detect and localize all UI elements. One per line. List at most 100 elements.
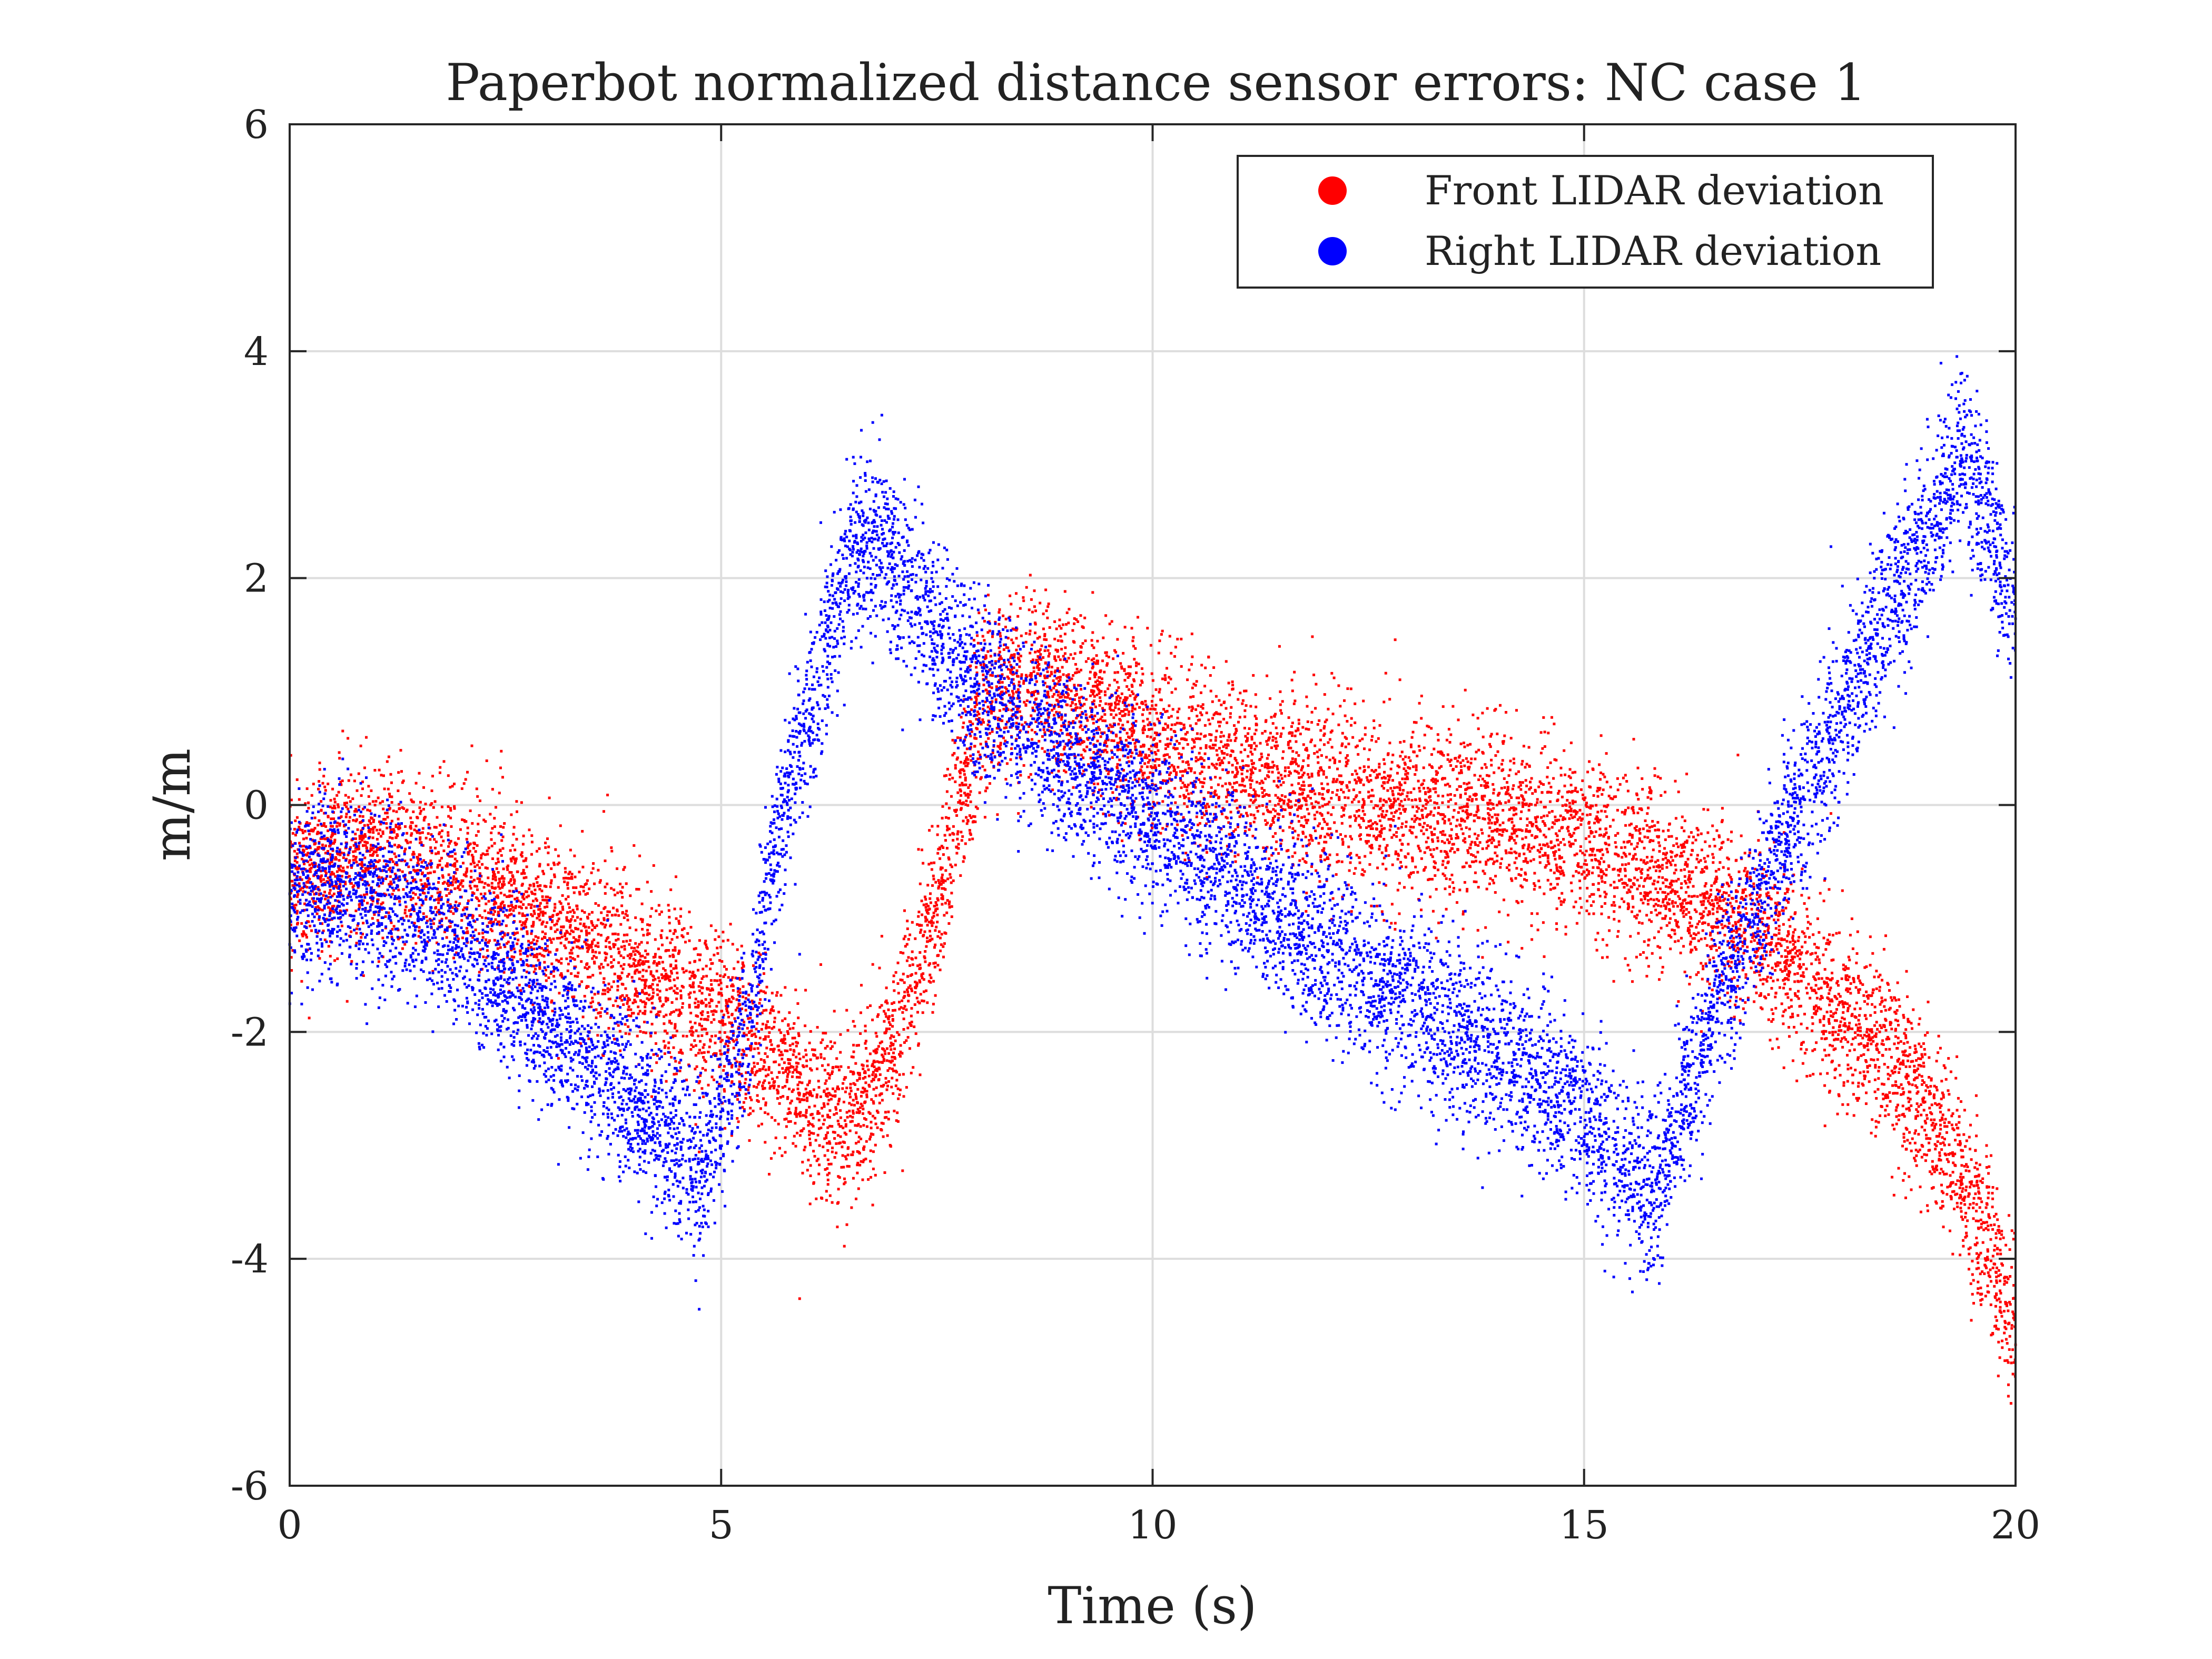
data-point — [962, 860, 965, 863]
data-point — [1378, 766, 1380, 768]
data-point — [1416, 817, 1418, 819]
data-point — [736, 999, 738, 1001]
data-point — [1448, 819, 1450, 822]
data-point — [461, 818, 463, 821]
data-point — [769, 1085, 772, 1088]
data-point — [1684, 971, 1686, 973]
data-point — [335, 794, 338, 797]
data-point — [1090, 806, 1093, 808]
data-point — [1870, 1058, 1872, 1061]
data-point — [1711, 825, 1714, 827]
data-point — [1437, 806, 1440, 809]
data-point — [528, 828, 531, 831]
data-point — [1956, 1179, 1959, 1182]
data-point — [1964, 1189, 1967, 1192]
data-point — [1336, 794, 1338, 796]
data-point — [1837, 984, 1840, 986]
data-point — [1308, 728, 1310, 730]
data-point — [1996, 1218, 1999, 1221]
data-point — [750, 1099, 753, 1101]
data-point — [661, 944, 664, 946]
data-point — [519, 920, 521, 923]
data-point — [1222, 745, 1225, 748]
data-point — [576, 916, 579, 919]
data-point — [1862, 1053, 1865, 1056]
data-point — [1193, 772, 1196, 774]
data-point — [1574, 839, 1577, 842]
data-point — [617, 961, 620, 964]
data-point — [1519, 874, 1522, 877]
data-point — [801, 1161, 804, 1163]
data-point — [834, 1094, 836, 1097]
data-point — [1858, 1082, 1860, 1084]
data-point — [1266, 757, 1269, 760]
data-point — [1287, 766, 1290, 769]
data-point — [1077, 684, 1080, 687]
data-point — [1872, 1059, 1875, 1061]
data-point — [1653, 936, 1656, 939]
data-point — [891, 1025, 894, 1028]
data-point — [1617, 788, 1619, 791]
data-point — [793, 1050, 795, 1053]
data-point — [651, 1023, 654, 1025]
data-point — [546, 921, 548, 924]
data-point — [404, 848, 407, 851]
data-point — [1446, 739, 1448, 742]
data-point — [1164, 674, 1167, 677]
data-point — [729, 923, 732, 925]
data-point — [627, 919, 629, 921]
data-point — [354, 910, 357, 912]
data-point — [1091, 639, 1093, 641]
data-point — [1546, 791, 1549, 794]
data-point — [532, 939, 535, 941]
data-point — [893, 1110, 895, 1112]
data-point — [1585, 863, 1588, 866]
data-point — [1730, 915, 1732, 918]
data-point — [864, 1042, 866, 1045]
data-point — [1311, 635, 1314, 638]
data-point — [1080, 688, 1082, 690]
data-point — [1291, 827, 1294, 830]
data-point — [1489, 745, 1492, 748]
data-point — [1739, 1019, 1741, 1022]
data-point — [427, 877, 429, 880]
data-point — [1522, 781, 1524, 784]
data-point — [1220, 740, 1222, 743]
data-point — [1403, 740, 1406, 743]
data-point — [764, 1111, 766, 1114]
data-point — [1940, 1148, 1943, 1151]
data-point — [1942, 1170, 1944, 1173]
data-point — [663, 1040, 665, 1043]
data-point — [1418, 702, 1421, 705]
data-point — [419, 806, 421, 809]
data-point — [1816, 997, 1819, 1000]
data-point — [1385, 672, 1387, 675]
data-point — [386, 812, 389, 814]
data-point — [2011, 1324, 2013, 1327]
data-point — [616, 989, 619, 991]
data-point — [1134, 708, 1137, 710]
data-point — [1953, 1190, 1956, 1193]
data-point — [1364, 813, 1366, 816]
data-point — [1775, 965, 1777, 967]
data-point — [1291, 722, 1294, 724]
data-point — [1895, 1115, 1898, 1118]
data-point — [893, 1064, 896, 1066]
data-point — [1883, 1063, 1886, 1065]
data-point — [1475, 798, 1478, 801]
data-point — [1239, 692, 1241, 694]
data-point — [591, 974, 594, 976]
data-point — [1515, 813, 1517, 815]
data-point — [1104, 740, 1107, 743]
data-point — [500, 892, 502, 894]
data-point — [1225, 660, 1228, 663]
data-point — [1557, 844, 1560, 846]
data-point — [342, 866, 344, 869]
data-point — [437, 881, 440, 884]
data-point — [947, 817, 950, 819]
data-point — [1358, 824, 1360, 826]
data-point — [903, 991, 906, 993]
data-point — [359, 815, 361, 817]
data-point — [1213, 791, 1216, 794]
data-point — [621, 983, 624, 985]
